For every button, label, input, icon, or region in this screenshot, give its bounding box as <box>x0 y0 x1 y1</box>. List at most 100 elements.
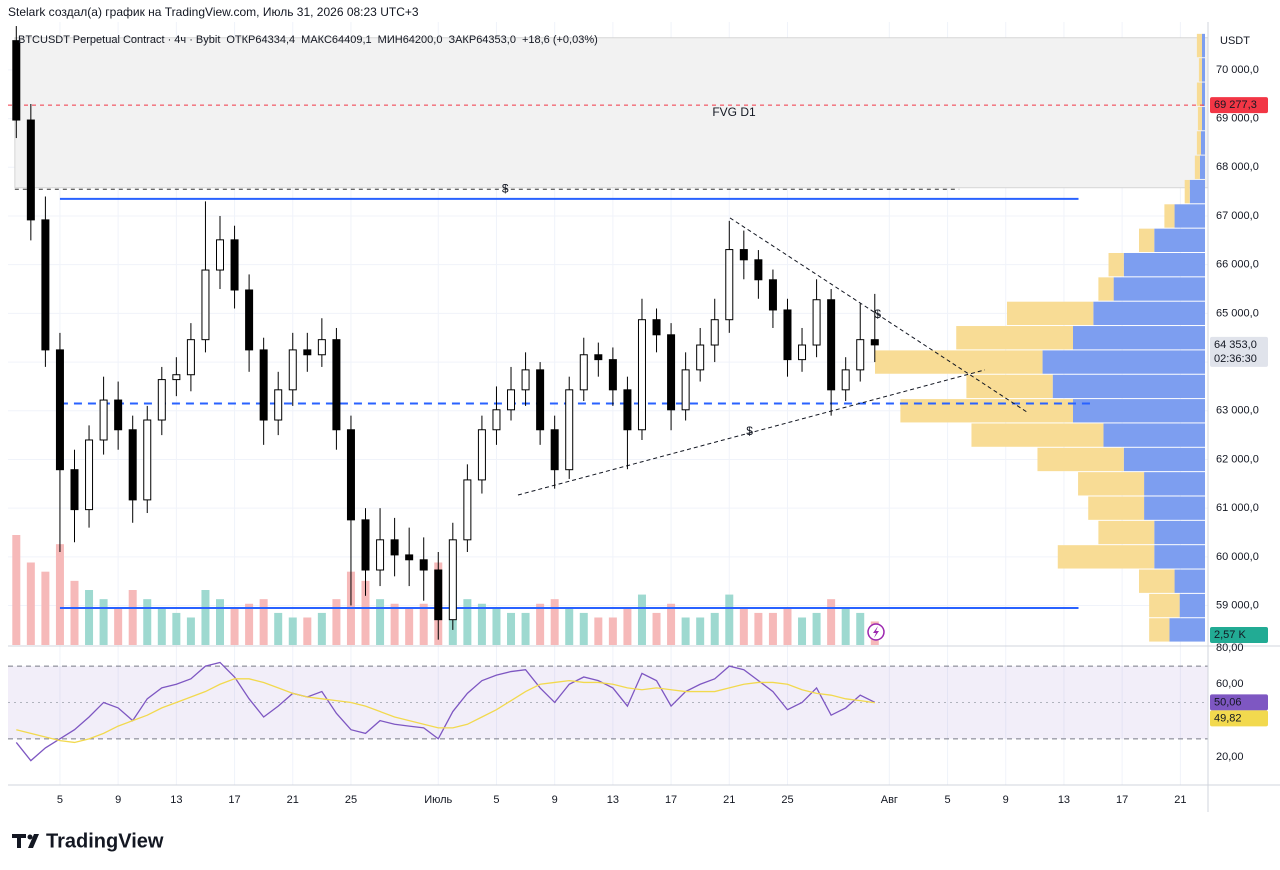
profile-down <box>1098 520 1155 545</box>
volume-bar <box>754 612 763 645</box>
volume-bar <box>157 608 166 645</box>
rsi-line <box>15 661 876 762</box>
candle-body <box>608 359 617 391</box>
volume-bar <box>245 603 254 645</box>
profile-down <box>1198 58 1202 82</box>
alert-icon[interactable] <box>867 623 885 641</box>
volume-bar <box>725 594 734 645</box>
last-price: 64 353,0 <box>1214 339 1257 351</box>
volume-bar <box>594 617 603 645</box>
y-tick-label: 69 000,0 <box>1216 112 1259 124</box>
candle-body <box>230 239 239 291</box>
x-tick-label: 9 <box>552 794 558 806</box>
profile-up <box>1169 618 1205 642</box>
volume-bar <box>536 603 545 645</box>
x-tick-label: 9 <box>1003 794 1009 806</box>
volume-bar <box>652 612 661 645</box>
volume-bar <box>667 603 676 645</box>
volume-bar <box>26 562 35 645</box>
candle-body <box>710 319 719 346</box>
candle-body <box>652 319 661 336</box>
candle-body <box>434 569 443 621</box>
profile-up <box>1073 399 1205 423</box>
candle-body <box>841 369 850 391</box>
x-tick-label: 5 <box>57 794 63 806</box>
y-tick-label: 59 000,0 <box>1216 599 1259 611</box>
candle-body <box>623 389 632 431</box>
candle-body <box>536 369 545 431</box>
volume-bar <box>783 608 792 645</box>
volume-bar <box>390 603 399 645</box>
alert-price-bg <box>1210 97 1268 114</box>
volume-bar <box>99 599 108 645</box>
profile-down <box>875 350 1043 374</box>
candle-body <box>565 389 574 471</box>
candle-body <box>157 379 166 421</box>
profile-down <box>956 326 1073 350</box>
volume-bar <box>12 535 21 645</box>
volume-bar <box>579 612 588 645</box>
candle-body <box>390 539 399 556</box>
volume-bar <box>841 608 850 645</box>
mark-label: $ <box>874 307 881 321</box>
candle-body <box>216 239 225 271</box>
ohlc-value: 64200,0 <box>403 34 443 46</box>
volume-bar <box>623 608 632 645</box>
profile-up <box>1189 179 1205 204</box>
profile-down <box>1196 33 1202 58</box>
x-tick-label: 21 <box>1174 794 1186 806</box>
mark-label: $ <box>746 424 753 438</box>
rsi-line <box>16 678 875 744</box>
volume-bar <box>41 571 50 645</box>
volume-bar <box>463 599 472 645</box>
profile-down <box>1196 82 1202 106</box>
profile-up <box>1179 593 1205 618</box>
candle-body <box>405 554 414 561</box>
volume-bar <box>477 603 486 645</box>
ohlc-key: МИН <box>378 34 403 46</box>
x-tick-label: 5 <box>493 794 499 806</box>
profile-up <box>1201 82 1205 106</box>
candle-body <box>768 279 777 311</box>
trendline <box>517 369 986 496</box>
volume-bar <box>812 612 821 645</box>
profile-up <box>1052 374 1205 399</box>
volume-bar <box>856 612 865 645</box>
logo-mark <box>12 834 39 848</box>
profile-up <box>1103 423 1205 447</box>
profile-down <box>1149 593 1180 618</box>
candle-body <box>783 309 792 361</box>
rsi-tick-label: 20,00 <box>1216 751 1244 763</box>
alert-bolt[interactable] <box>873 626 879 638</box>
ohlc-key: МАКС <box>301 34 332 46</box>
rsi-tag-bg <box>1210 694 1268 711</box>
profile-up <box>1174 204 1205 228</box>
y-tick-label: 62 000,0 <box>1216 453 1259 465</box>
candle-body <box>739 249 748 261</box>
profile-down <box>1098 277 1114 301</box>
profile-up <box>1042 350 1205 374</box>
volume-bar <box>128 590 137 645</box>
last-price-sub: 02:36:30 <box>1214 353 1257 365</box>
volume-bar <box>317 612 326 645</box>
volume-bar <box>332 599 341 645</box>
x-tick-label: 9 <box>115 794 121 806</box>
ohlc-key: ОТКР <box>226 34 255 46</box>
candle-body <box>463 479 472 541</box>
profile-down <box>966 374 1053 399</box>
profile-up <box>1144 496 1205 520</box>
volume-bar <box>608 617 617 645</box>
candle-body <box>579 354 588 391</box>
profile-down <box>1088 496 1145 520</box>
logo-dot <box>27 834 33 840</box>
fvg-zone <box>14 37 1209 189</box>
x-tick-label: 13 <box>607 794 619 806</box>
volume-bar <box>143 599 152 645</box>
profile-down <box>1057 545 1155 569</box>
volume-bar <box>70 580 79 645</box>
ohlc-key: ЗАКР <box>448 34 476 46</box>
candle-body <box>259 349 268 421</box>
candle-body <box>827 299 836 391</box>
profile-up <box>1154 520 1205 545</box>
profile-up <box>1113 277 1205 301</box>
